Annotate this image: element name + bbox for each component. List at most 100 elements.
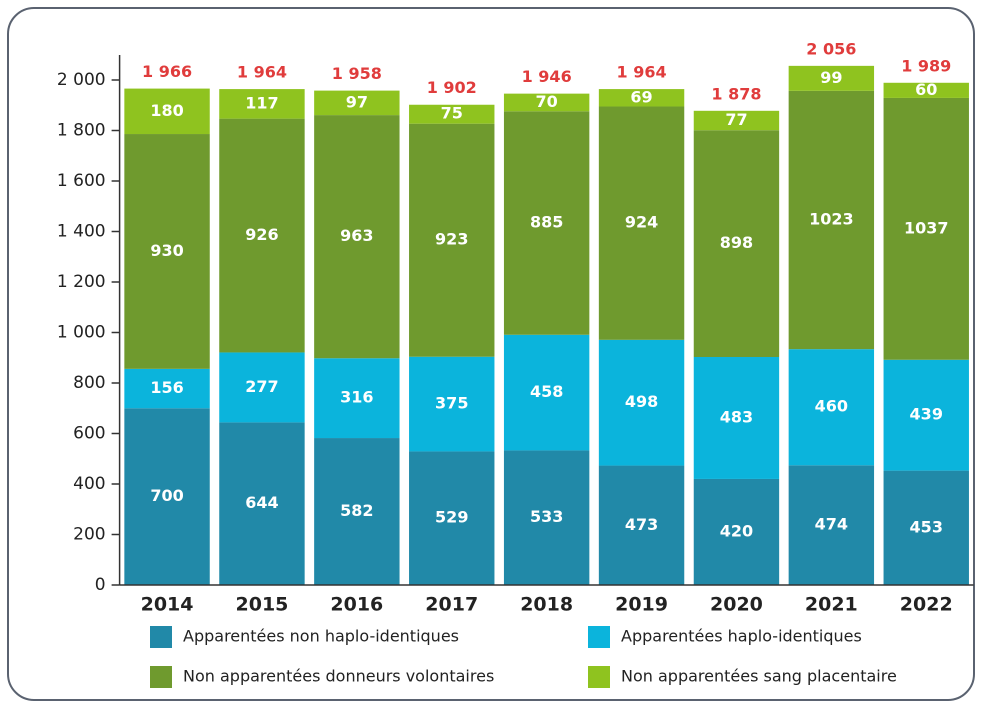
bar-segment	[314, 115, 400, 359]
legend-swatch	[588, 626, 610, 648]
y-tick-label: 400	[73, 474, 105, 494]
segment-label: 70	[536, 92, 558, 111]
segment-label: 473	[625, 515, 658, 534]
bar-segment	[219, 89, 305, 119]
y-tick-label: 1 600	[57, 171, 106, 191]
segment-label: 180	[150, 101, 183, 120]
bar-segment	[788, 465, 875, 585]
y-tick-label: 600	[73, 424, 105, 444]
segment-label: 923	[435, 230, 468, 249]
segment-label: 375	[435, 394, 468, 413]
bar-segment	[503, 334, 590, 451]
bar-segment	[598, 106, 685, 340]
bar-segment	[788, 90, 875, 350]
bar-segment	[788, 65, 875, 91]
bar-segment	[693, 130, 780, 357]
x-tick-label: 2019	[615, 594, 668, 616]
bar-segment	[314, 358, 400, 439]
y-tick-label: 1 400	[57, 222, 106, 242]
segment-label: 420	[720, 521, 753, 540]
total-label: 1 902	[427, 78, 477, 97]
segment-label: 60	[915, 80, 937, 99]
y-tick-label: 1 000	[57, 323, 106, 343]
x-tick-label: 2016	[330, 594, 383, 616]
x-tick-label: 2017	[425, 594, 478, 616]
y-tick-label: 2 000	[57, 70, 106, 90]
segment-label: 99	[820, 68, 842, 87]
total-label: 1 958	[332, 64, 382, 83]
segment-label: 439	[910, 405, 943, 424]
y-tick-label: 800	[73, 373, 105, 393]
bar-segment	[124, 134, 210, 369]
bar-segment	[598, 339, 685, 466]
segment-label: 316	[340, 388, 373, 407]
legend-swatch	[150, 666, 172, 688]
segment-label: 277	[245, 377, 278, 396]
total-label: 1 878	[711, 84, 761, 103]
bar-segment	[883, 82, 969, 98]
bar-segment	[409, 451, 495, 585]
segment-label: 963	[340, 226, 373, 245]
segment-label: 77	[725, 110, 747, 129]
bar-segment	[314, 438, 400, 585]
segment-label: 1023	[809, 210, 854, 229]
segment-label: 533	[530, 507, 563, 526]
bar-segment	[503, 111, 590, 335]
segment-label: 582	[340, 501, 373, 520]
bar-segment	[219, 118, 305, 353]
bar-segment	[409, 104, 495, 124]
y-tick-label: 1 200	[57, 272, 106, 292]
bar-segment	[693, 478, 780, 585]
segment-label: 474	[815, 515, 848, 534]
legend-label: Non apparentées donneurs volontaires	[183, 667, 494, 686]
segment-label: 117	[245, 93, 278, 112]
legend-label: Apparentées non haplo-identiques	[183, 627, 459, 646]
bar-segment	[883, 359, 969, 471]
segment-label: 498	[625, 392, 658, 411]
total-label: 1 989	[901, 56, 951, 75]
total-label: 1 946	[522, 67, 572, 86]
x-tick-label: 2018	[520, 594, 573, 616]
legend-swatch	[150, 626, 172, 648]
bar-segment	[598, 465, 685, 585]
bar-segment	[788, 349, 875, 466]
segment-label: 930	[150, 241, 183, 260]
bar-segment	[409, 356, 495, 452]
total-label: 1 964	[616, 63, 666, 82]
segment-label: 529	[435, 508, 468, 527]
segment-label: 644	[245, 493, 278, 512]
segment-label: 885	[530, 213, 563, 232]
total-label: 1 964	[237, 63, 287, 82]
total-label: 2 056	[806, 39, 856, 58]
segment-label: 97	[346, 92, 368, 111]
segment-label: 460	[815, 397, 848, 416]
bar-segment	[219, 422, 305, 585]
segment-label: 926	[245, 225, 278, 244]
bar-segment	[124, 368, 210, 409]
y-tick-label: 0	[95, 575, 106, 595]
x-tick-label: 2020	[710, 594, 763, 616]
x-tick-label: 2015	[236, 594, 289, 616]
total-label: 1 966	[142, 62, 192, 81]
bar-segment	[124, 88, 210, 135]
segment-label: 700	[150, 486, 183, 505]
bar-segment	[124, 408, 210, 585]
bar-segment	[598, 89, 685, 107]
y-tick-label: 200	[73, 525, 105, 545]
x-tick-label: 2022	[900, 594, 953, 616]
legend-label: Apparentées haplo-identiques	[621, 627, 862, 646]
segment-label: 1037	[904, 218, 949, 237]
x-tick-label: 2014	[141, 594, 194, 616]
segment-label: 483	[720, 407, 753, 426]
bar-segment	[883, 97, 969, 360]
segment-label: 453	[910, 517, 943, 536]
bar-segment	[314, 90, 400, 116]
bar-segment	[409, 123, 495, 357]
x-tick-label: 2021	[805, 594, 858, 616]
bar-segment	[503, 93, 590, 112]
bar-segment	[219, 352, 305, 423]
segment-label: 156	[150, 378, 183, 397]
bar-segment	[693, 110, 780, 131]
segment-label: 458	[530, 382, 563, 401]
